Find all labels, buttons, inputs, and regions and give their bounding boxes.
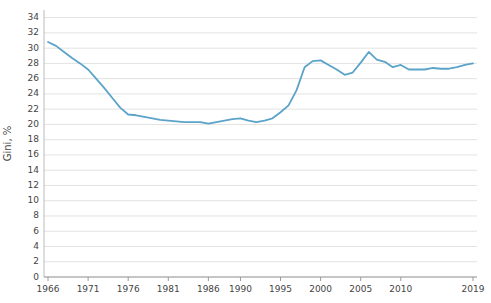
grid-line <box>44 246 477 247</box>
chart: 0246810121416182022242628303234196619711… <box>0 0 491 303</box>
grid-line <box>44 200 477 201</box>
x-tick-label: 2005 <box>349 284 372 294</box>
y-tick-label: 16 <box>28 149 40 159</box>
x-tick <box>320 277 321 281</box>
grid-line <box>44 215 477 216</box>
grid-line <box>44 63 477 64</box>
x-tick-label: 1995 <box>269 284 292 294</box>
x-tick <box>168 277 169 281</box>
y-grid <box>44 18 477 277</box>
grid-line <box>44 32 477 33</box>
x-tick-label: 2010 <box>389 284 412 294</box>
y-tick-label: 26 <box>28 73 40 83</box>
y-tick-label: 30 <box>28 43 40 53</box>
y-tick-label: 24 <box>28 88 40 98</box>
grid-line <box>44 17 477 18</box>
x-axis-line <box>44 277 477 278</box>
x-tick-label: 1981 <box>157 284 180 294</box>
y-tick-label: 18 <box>28 134 40 144</box>
y-tick-label: 10 <box>28 195 40 205</box>
x-tick <box>400 277 401 281</box>
grid-line <box>44 185 477 186</box>
plot-area <box>48 42 473 124</box>
y-tick-label: 20 <box>28 119 40 129</box>
x-tick <box>240 277 241 281</box>
x-tick <box>48 277 49 281</box>
y-tick-label: 0 <box>33 272 39 282</box>
x-tick-label: 1990 <box>229 284 252 294</box>
y-tick-label: 28 <box>28 58 40 68</box>
y-tick-label: 2 <box>33 256 39 266</box>
y-tick-label: 4 <box>33 241 39 251</box>
x-ticks: 1966 1971 1976 1981 1986 1990 1995 2000 2005 2010… <box>37 277 485 294</box>
grid-line <box>44 124 477 125</box>
y-tick-label: 14 <box>28 165 40 175</box>
x-tick-label: 1976 <box>117 284 140 294</box>
y-tick-label: 22 <box>28 104 39 114</box>
x-tick-label: 1971 <box>77 284 100 294</box>
grid-line <box>44 48 477 49</box>
y-axis-label: Gini, % <box>2 126 13 162</box>
grid-line <box>44 139 477 140</box>
y-tick-label: 6 <box>33 226 39 236</box>
x-tick <box>280 277 281 281</box>
grid-line <box>44 231 477 232</box>
y-axis-line <box>44 10 45 277</box>
x-tick-label: 2000 <box>309 284 332 294</box>
data-line <box>48 42 473 124</box>
grid-line <box>44 277 477 278</box>
x-tick <box>128 277 129 281</box>
x-tick <box>360 277 361 281</box>
y-tick-labels: 0246810121416182022242628303234 <box>28 12 40 281</box>
x-tick <box>208 277 209 281</box>
grid-line <box>44 170 477 171</box>
y-tick-label: 8 <box>33 210 39 220</box>
grid-line <box>44 78 477 79</box>
y-tick-label: 32 <box>28 27 39 37</box>
y-tick-label: 12 <box>28 180 39 190</box>
x-tick-label: 1986 <box>197 284 220 294</box>
x-tick-label: 2019 <box>462 284 485 294</box>
grid-line <box>44 154 477 155</box>
y-tick-label: 34 <box>28 12 40 22</box>
x-tick <box>88 277 89 281</box>
grid-line <box>44 261 477 262</box>
grid-line <box>44 109 477 110</box>
x-tick <box>472 277 473 281</box>
x-tick-label: 1966 <box>37 284 60 294</box>
